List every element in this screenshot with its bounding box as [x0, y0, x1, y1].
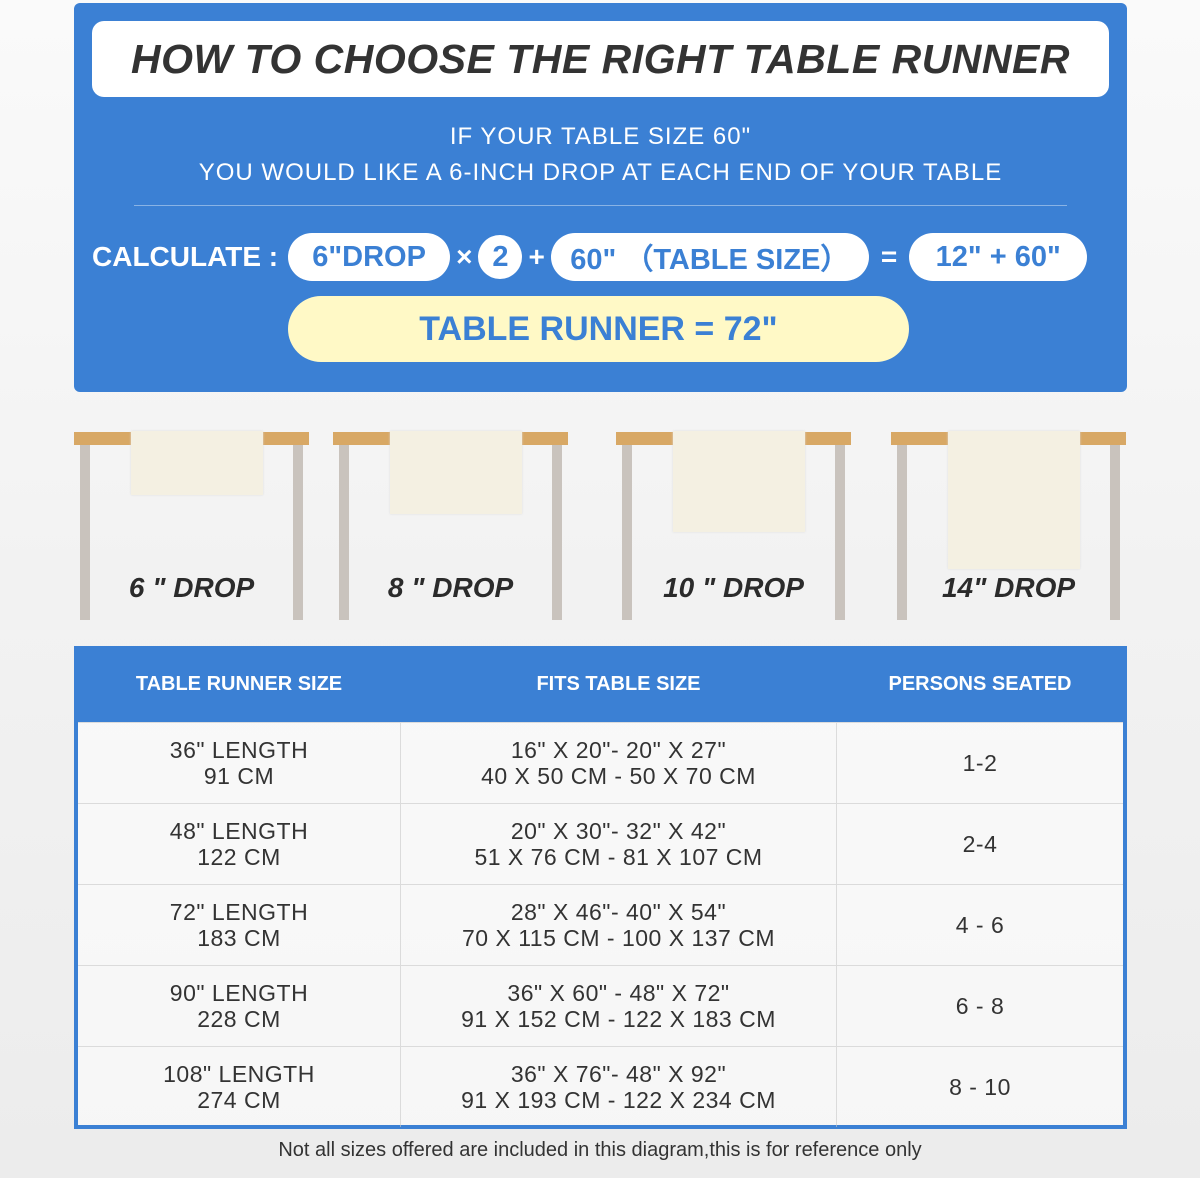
- drop-label: 6 " DROP: [128, 572, 255, 603]
- persons-cell: 4 - 6: [955, 912, 1005, 938]
- persons-cell: 8 - 10: [949, 1074, 1011, 1100]
- runner-size-cell: 90" LENGTH 228 CM: [78, 966, 400, 1046]
- persons-cell: 6 - 8: [955, 993, 1005, 1019]
- calculate-label: CALCULATE :: [92, 241, 279, 272]
- fits-cell: 36" X 60" - 48" X 72" 91 X 152 CM - 122 X…: [400, 966, 837, 1046]
- drop-label: 8 " DROP: [387, 572, 514, 603]
- subtitle-drop: YOU WOULD LIKE A 6-INCH DROP AT EACH END…: [198, 159, 1003, 186]
- fits-cell: 16" X 20"- 20" X 27" 40 X 50 CM - 50 X 70…: [400, 723, 837, 803]
- table-leg: [293, 445, 303, 620]
- calculation-panel: HOW TO CHOOSE THE RIGHT TABLE RUNNER IF …: [74, 3, 1127, 392]
- runner-length: 108" LENGTH: [163, 1061, 315, 1087]
- runner-drop: [390, 431, 522, 514]
- runner-cm: 183 CM: [197, 925, 281, 951]
- runner-cm: 228 CM: [197, 1006, 281, 1032]
- runner-size-cell: 48" LENGTH 122 CM: [78, 804, 400, 884]
- table-row: 36" LENGTH 91 CM 16" X 20"- 20" X 27" 40 X…: [78, 722, 1123, 803]
- runner-cm: 122 CM: [197, 844, 281, 870]
- fits-inches: 28" X 46"- 40" X 54": [510, 899, 727, 925]
- runner-length: 48" LENGTH: [169, 818, 309, 844]
- table-leg: [339, 445, 349, 620]
- fits-cm: 40 X 50 CM - 50 X 70 CM: [481, 763, 756, 789]
- drop-illustration: 14" DROP: [891, 431, 1126, 622]
- table-row: 48" LENGTH 122 CM 20" X 30"- 32" X 42" 51 …: [78, 803, 1123, 884]
- drop-label: 10 " DROP: [663, 572, 804, 603]
- calculation-row: CALCULATE : 6"DROP × 2 + 60" （TABLE SIZE…: [92, 232, 1088, 282]
- fits-cm: 91 X 152 CM - 122 X 183 CM: [461, 1006, 776, 1032]
- table-row: 108" LENGTH 274 CM 36" X 76"- 48" X 92" 91…: [78, 1046, 1123, 1127]
- divider: [134, 205, 1067, 206]
- subtitle-table-size: IF YOUR TABLE SIZE 60": [449, 123, 752, 150]
- runner-drop: [131, 431, 263, 495]
- table-leg: [80, 445, 90, 620]
- runner-cm: 91 CM: [203, 763, 275, 789]
- runner-length: 72" LENGTH: [169, 899, 309, 925]
- result-pill: TABLE RUNNER = 72": [288, 296, 909, 362]
- fits-inches: 16" X 20"- 20" X 27": [510, 737, 727, 763]
- fits-inches: 20" X 30"- 32" X 42": [510, 818, 727, 844]
- table-leg: [897, 445, 907, 620]
- runner-drop: [948, 431, 1080, 569]
- fits-cell: 20" X 30"- 32" X 42" 51 X 76 CM - 81 X 10…: [400, 804, 837, 884]
- table-header: TABLE RUNNER SIZE FITS TABLE SIZE PERSON…: [78, 646, 1123, 722]
- footnote: Not all sizes offered are included in th…: [278, 1139, 922, 1161]
- fits-cm: 70 X 115 CM - 100 X 137 CM: [462, 925, 775, 951]
- runner-cm: 274 CM: [197, 1087, 281, 1113]
- header-persons-seated: PERSONS SEATED: [888, 672, 1072, 695]
- fits-cell: 28" X 46"- 40" X 54" 70 X 115 CM - 100 X …: [400, 885, 837, 965]
- runner-drop: [673, 431, 805, 532]
- table-row: 72" LENGTH 183 CM 28" X 46"- 40" X 54" 70 …: [78, 884, 1123, 965]
- page-title: HOW TO CHOOSE THE RIGHT TABLE RUNNER: [92, 21, 1109, 97]
- runner-size-cell: 72" LENGTH 183 CM: [78, 885, 400, 965]
- fits-cell: 36" X 76"- 48" X 92" 91 X 193 CM - 122 X …: [400, 1047, 837, 1127]
- drop-pill: 6"DROP: [288, 233, 451, 281]
- persons-cell: 2-4: [962, 831, 998, 857]
- fits-cm: 51 X 76 CM - 81 X 107 CM: [474, 844, 763, 870]
- table-leg: [552, 445, 562, 620]
- plus-sign: +: [528, 241, 545, 272]
- table-row: 90" LENGTH 228 CM 36" X 60" - 48" X 72" 91…: [78, 965, 1123, 1046]
- drop-label: 14" DROP: [941, 572, 1076, 603]
- header-fits-table-size: FITS TABLE SIZE: [536, 672, 701, 695]
- table-size-pill: 60" （TABLE SIZE）: [550, 233, 869, 281]
- drop-illustration: 6 " DROP: [74, 431, 309, 622]
- equals-sign: =: [880, 241, 898, 272]
- fits-inches: 36" X 60" - 48" X 72": [507, 980, 730, 1006]
- runner-size-cell: 36" LENGTH 91 CM: [78, 723, 400, 803]
- runner-size-cell: 108" LENGTH 274 CM: [78, 1047, 400, 1127]
- size-table: TABLE RUNNER SIZE FITS TABLE SIZE PERSON…: [74, 646, 1127, 1129]
- multiplier-pill: 2: [478, 235, 523, 279]
- table-leg: [835, 445, 845, 620]
- table-leg: [1110, 445, 1120, 620]
- persons-cell: 1-2: [962, 750, 998, 776]
- runner-length: 90" LENGTH: [169, 980, 309, 1006]
- drop-illustration: 8 " DROP: [333, 431, 568, 622]
- sum-pill: 12" + 60": [909, 233, 1088, 281]
- runner-length: 36" LENGTH: [169, 737, 309, 763]
- drop-illustration: 10 " DROP: [616, 431, 851, 622]
- fits-cm: 91 X 193 CM - 122 X 234 CM: [461, 1087, 776, 1113]
- table-body: 36" LENGTH 91 CM 16" X 20"- 20" X 27" 40 X…: [78, 722, 1123, 1127]
- table-leg: [622, 445, 632, 620]
- times-sign: ×: [456, 241, 473, 272]
- header-runner-size: TABLE RUNNER SIZE: [135, 672, 343, 695]
- fits-inches: 36" X 76"- 48" X 92": [510, 1061, 727, 1087]
